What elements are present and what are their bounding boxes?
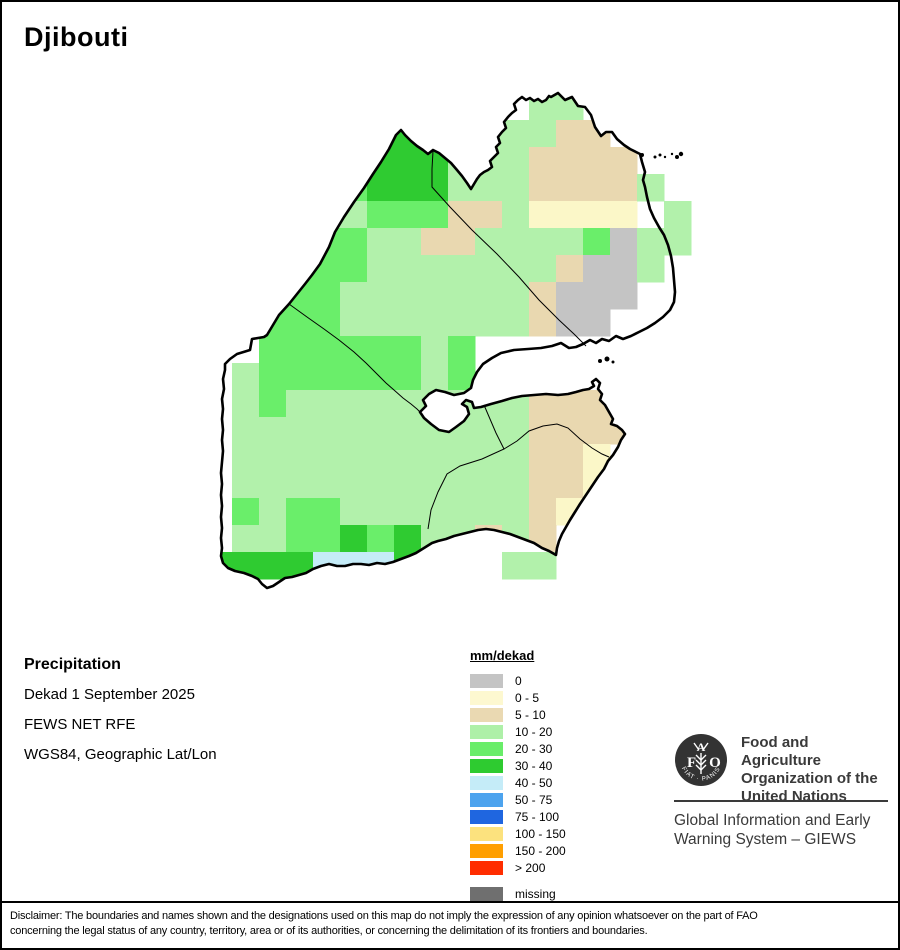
disclaimer-line-2: concerning the legal status of any count… <box>10 925 648 937</box>
fao-letter-f: F <box>687 755 696 771</box>
fao-name: Food and Agriculture Organization of the… <box>741 734 878 805</box>
island-dot <box>611 360 615 364</box>
legend-row: 0 - 5 <box>470 689 566 706</box>
legend-row: > 200 <box>470 859 566 876</box>
island-dot <box>640 153 644 157</box>
fao-logo-icon: F A O FIAT · PANIS <box>675 734 727 786</box>
legend-label: 150 - 200 <box>515 843 566 858</box>
legend-label: 0 <box>515 673 522 688</box>
legend-swatch <box>470 860 503 875</box>
admin-boundary-line <box>288 303 422 414</box>
map-metadata: Precipitation Dekad 1 September 2025 FEW… <box>24 654 217 774</box>
data-source: FEWS NET RFE <box>24 716 136 733</box>
legend-row: 150 - 200 <box>470 842 566 859</box>
legend-row: 20 - 30 <box>470 740 566 757</box>
legend-label: 40 - 50 <box>515 775 553 790</box>
precip-raster-overhang <box>502 174 692 580</box>
legend-swatch <box>470 826 503 841</box>
legend-row: 100 - 150 <box>470 825 566 842</box>
island-dot <box>675 155 679 159</box>
legend-label: 30 - 40 <box>515 758 553 773</box>
legend-swatch <box>470 707 503 722</box>
legend-row: 5 - 10 <box>470 706 566 723</box>
island-dot <box>670 152 674 156</box>
legend-label: 75 - 100 <box>515 809 560 824</box>
legend: mm/dekad 0 0 - 5 5 - 10 10 - 20 20 - 30 30 - … <box>470 648 566 902</box>
legend-swatch <box>470 809 503 824</box>
wheat-ear-icon <box>693 742 709 774</box>
legend-swatch <box>470 741 503 756</box>
legend-swatch <box>470 724 503 739</box>
legend-swatch <box>470 690 503 705</box>
admin-boundary-line <box>427 404 505 530</box>
legend-row: 10 - 20 <box>470 723 566 740</box>
legend-row: 75 - 100 <box>470 808 566 825</box>
island-dot <box>598 359 602 363</box>
island-dot <box>653 155 657 159</box>
legend-swatch <box>470 775 503 790</box>
island-dot <box>678 151 684 157</box>
legend-title: mm/dekad <box>470 648 535 663</box>
disclaimer: Disclaimer: The boundaries and names sho… <box>2 901 898 948</box>
legend-label: 50 - 75 <box>515 792 553 807</box>
disclaimer-line-1: Disclaimer: The boundaries and names sho… <box>10 910 758 922</box>
dekad-date: Dekad 1 September 2025 <box>24 686 195 703</box>
projection: WGS84, Geographic Lat/Lon <box>24 746 217 763</box>
island-dot <box>604 356 610 362</box>
fao-letter-a: A <box>697 740 706 754</box>
admin-boundary-line <box>503 423 610 458</box>
legend-swatch <box>470 673 503 688</box>
legend-label: missing <box>515 886 556 901</box>
legend-row: 30 - 40 <box>470 757 566 774</box>
legend-label: > 200 <box>515 860 546 875</box>
legend-swatch <box>470 758 503 773</box>
legend-row: 40 - 50 <box>470 774 566 791</box>
legend-label: 10 - 20 <box>515 724 553 739</box>
page-title: Djibouti <box>24 22 129 52</box>
country-boundary <box>219 91 677 590</box>
island-dot <box>663 155 667 159</box>
legend-row: 50 - 75 <box>470 791 566 808</box>
footer-divider <box>674 800 888 802</box>
legend-label: 5 - 10 <box>515 707 546 722</box>
island-dot <box>658 153 662 157</box>
legend-label: 100 - 150 <box>515 826 566 841</box>
dataset-name: Precipitation <box>24 656 121 673</box>
legend-swatch <box>470 792 503 807</box>
legend-label: 20 - 30 <box>515 741 553 756</box>
admin-boundary-line <box>431 150 587 347</box>
legend-swatch <box>470 843 503 858</box>
legend-swatch <box>470 886 503 901</box>
legend-row: missing <box>470 885 566 902</box>
legend-items: 0 0 - 5 5 - 10 10 - 20 20 - 30 30 - 40 40 - 50… <box>470 672 566 902</box>
fao-letter-o: O <box>709 755 721 771</box>
legend-label: 0 - 5 <box>515 690 540 705</box>
legend-row: 0 <box>470 672 566 689</box>
giews-name: Global Information and Early Warning Sys… <box>674 812 871 848</box>
